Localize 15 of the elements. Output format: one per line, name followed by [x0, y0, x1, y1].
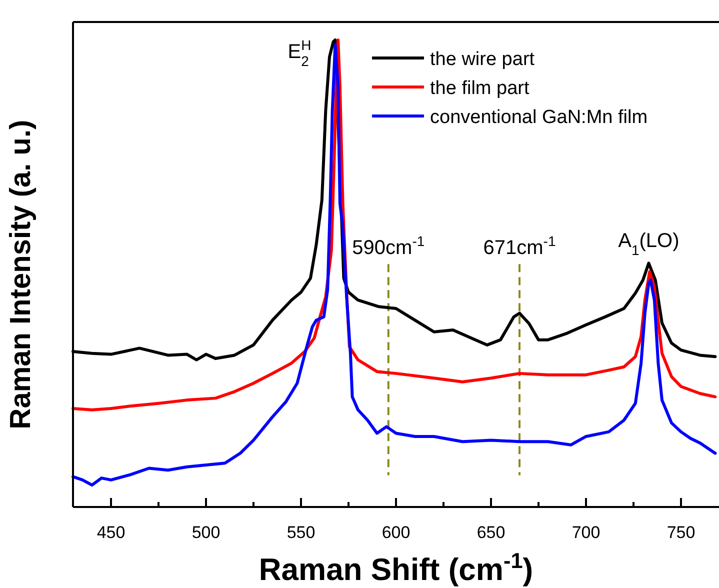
legend-label: the film part — [430, 78, 530, 99]
x-tick-label: 600 — [382, 523, 410, 542]
legend-label: the wire part — [430, 49, 536, 70]
ref-line-label: 590cm$^{-1}$ — [352, 233, 425, 260]
x-axis-title: Raman Shift (cm$^{-1}$) — [258, 548, 534, 587]
legend-label: conventional GaN:Mn film — [430, 107, 648, 128]
y-axis-title: Raman Intensity (a. u.) — [5, 120, 37, 430]
x-tick-label: 450 — [96, 523, 126, 542]
x-tick-label: 750 — [666, 523, 696, 542]
x-tick-label: 500 — [192, 523, 220, 542]
x-tick-label: 700 — [572, 523, 600, 542]
x-tick-label: 550 — [286, 523, 316, 542]
ref-line-label: 671cm$^{-1}$ — [483, 233, 556, 260]
x-tick-label: 650 — [476, 523, 506, 542]
annotation: A$_{1}$(LO) — [618, 230, 680, 258]
